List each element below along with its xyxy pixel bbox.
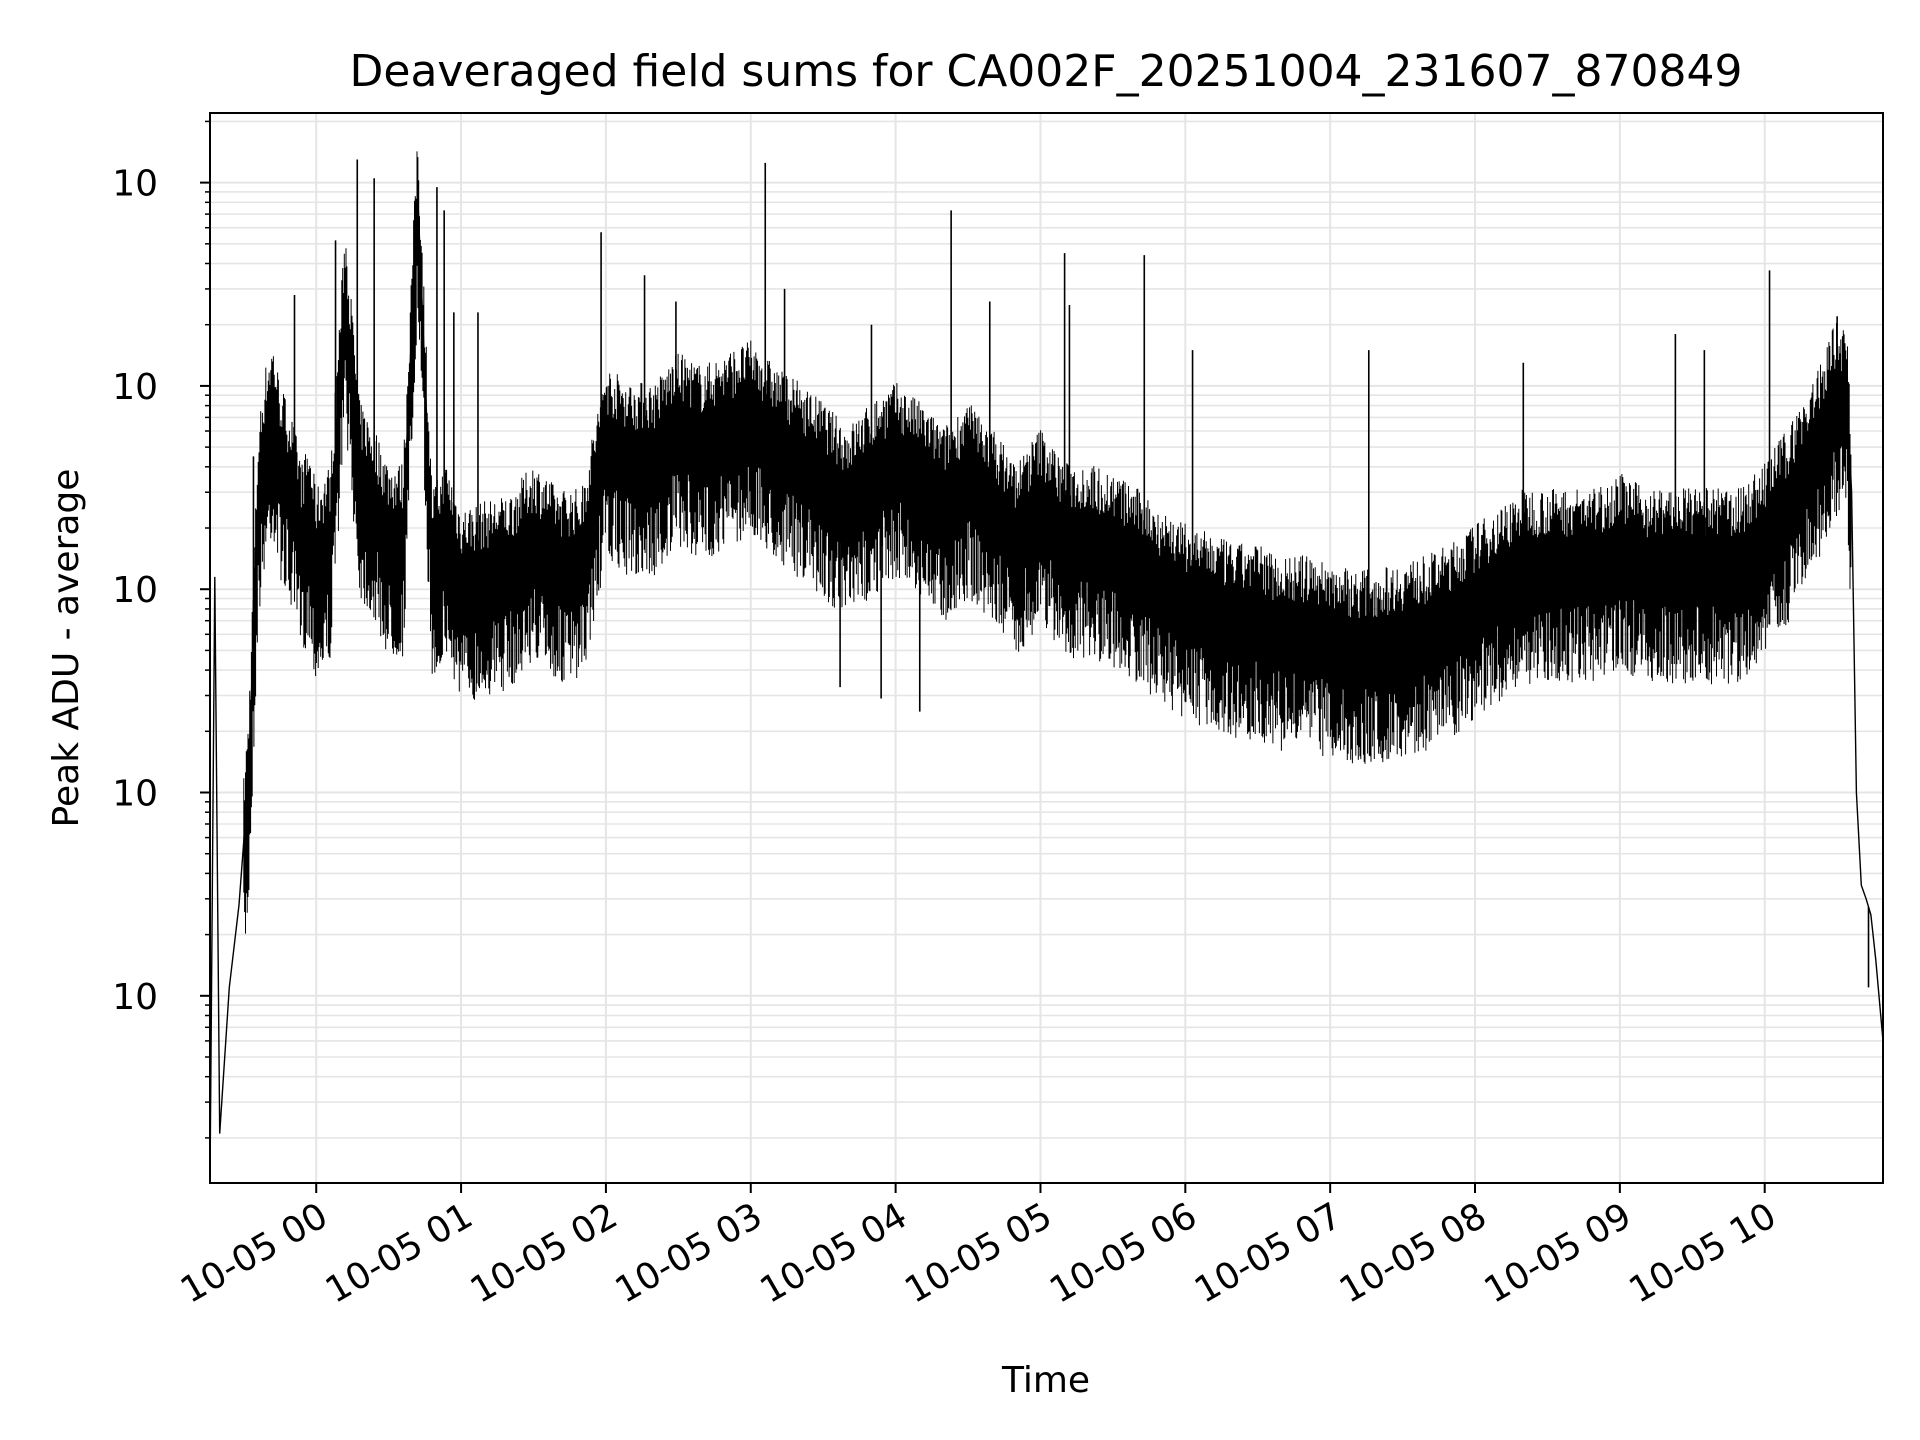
- x-axis-label: Time: [1001, 1360, 1090, 1401]
- series-group: [209, 151, 1884, 1184]
- plot-frame: [209, 112, 1884, 1184]
- y-tick-label: 10: [112, 367, 158, 408]
- chart-title: Deaveraged field sums for CA002F_2025100…: [350, 46, 1743, 97]
- y-tick-label: 10: [112, 570, 158, 611]
- series-noise-band: [243, 151, 1852, 934]
- y-axis: 103104105106107: [112, 120, 210, 1139]
- grid: [210, 113, 1883, 1183]
- y-tick-label: 10: [112, 977, 158, 1018]
- y-tick-label: 10: [112, 164, 158, 205]
- y-tick-label: 10: [112, 774, 158, 815]
- y-axis-label: Peak ADU - average: [46, 469, 87, 828]
